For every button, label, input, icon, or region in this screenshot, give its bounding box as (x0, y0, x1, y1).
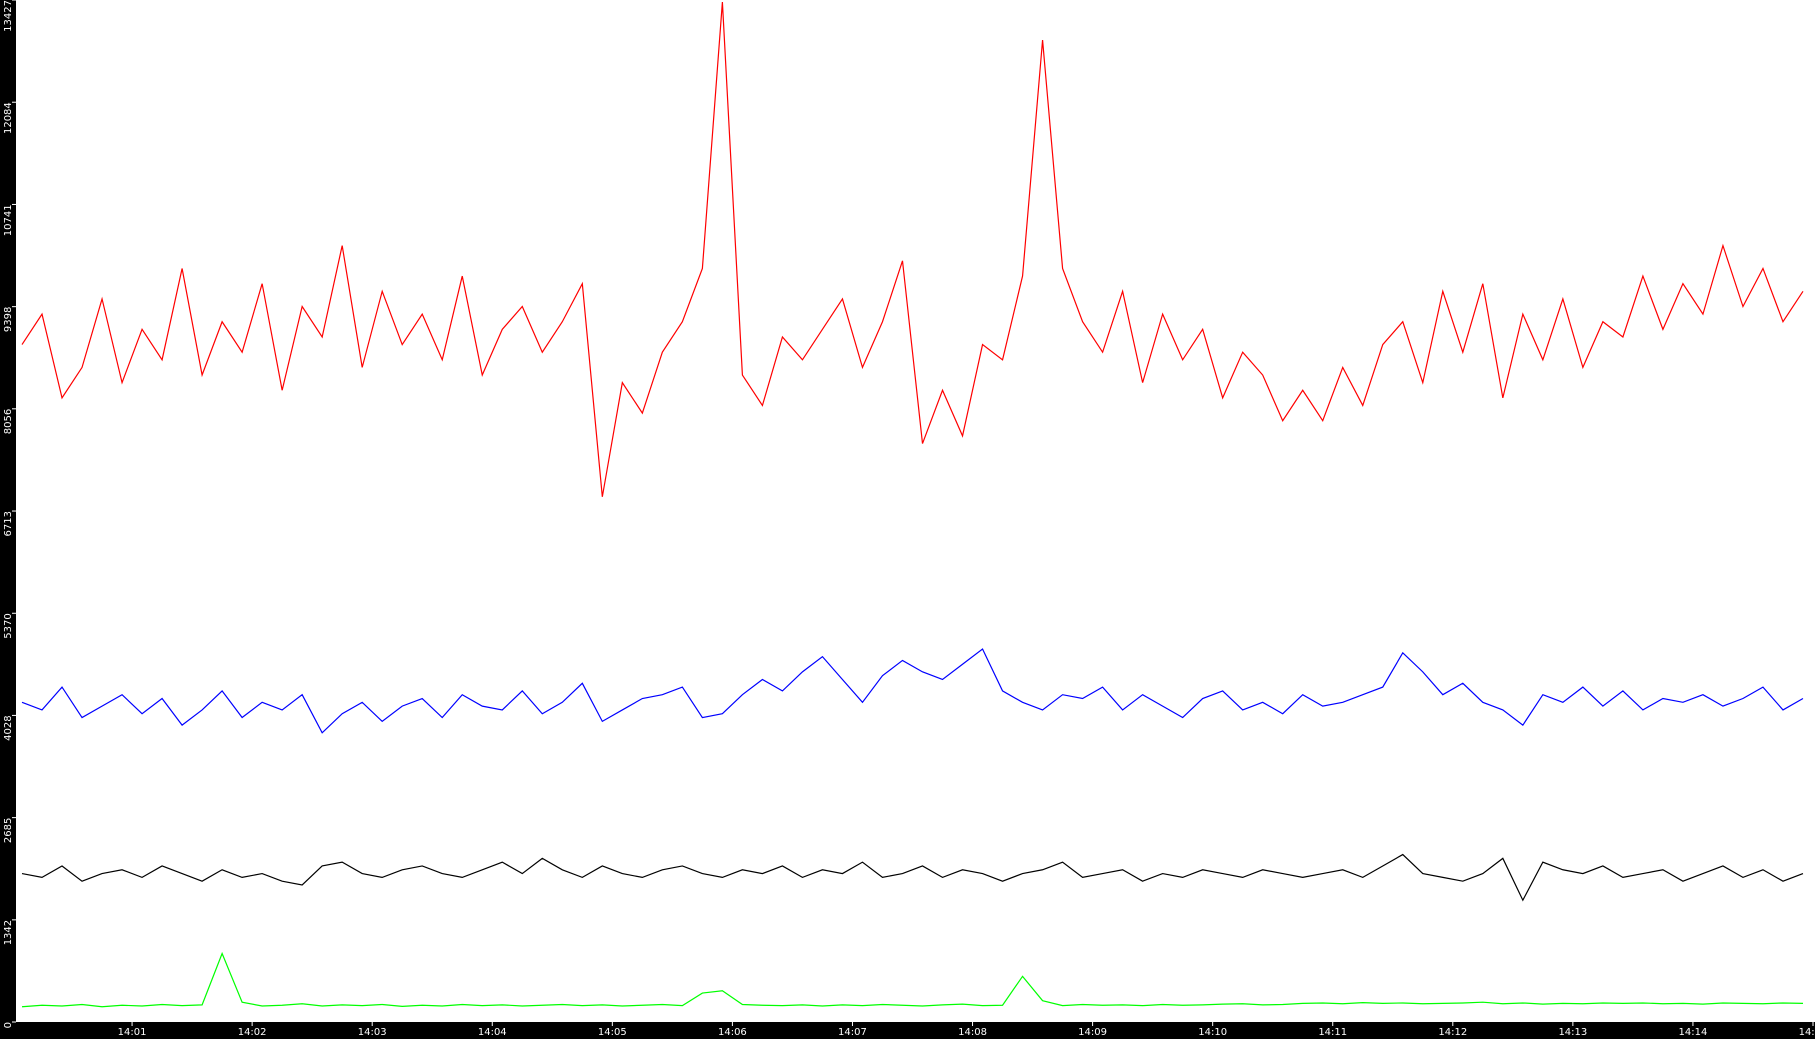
x-axis-strip (0, 1022, 1815, 1039)
y-tick-label: 10741 (3, 204, 14, 236)
y-tick-label: 0 (3, 1022, 14, 1028)
y-tick-label: 9398 (3, 307, 14, 332)
series-line (21, 951, 1804, 1008)
x-tick-label: 14:08 (958, 1027, 987, 1038)
x-tick-label: 14:14 (1679, 1027, 1708, 1038)
x-tick-label: 14:13 (1558, 1027, 1587, 1038)
y-tick-label: 5370 (3, 613, 14, 638)
x-tick-label: 14:10 (1198, 1027, 1227, 1038)
x-tick-label: 14:03 (358, 1027, 387, 1038)
y-axis-strip (0, 0, 16, 1039)
y-tick-label: 8056 (3, 409, 14, 434)
x-tick-label: 14:02 (238, 1027, 267, 1038)
x-tick-label: 14:11 (1318, 1027, 1347, 1038)
series-line (21, 2, 1804, 497)
x-tick-label: 14:15 (1799, 1027, 1815, 1038)
y-tick-label: 1342 (3, 920, 14, 945)
y-tick-label: 4028 (3, 715, 14, 740)
x-tick-label: 14:01 (118, 1027, 147, 1038)
series-line (21, 853, 1804, 902)
x-tick-label: 14:06 (718, 1027, 747, 1038)
y-tick-label: 13427 (3, 0, 14, 32)
series-line (21, 648, 1804, 734)
x-tick-label: 14:09 (1078, 1027, 1107, 1038)
x-tick-label: 14:07 (838, 1027, 867, 1038)
x-tick-label: 14:05 (598, 1027, 627, 1038)
y-tick-label: 12084 (3, 102, 14, 134)
x-tick-label: 14:04 (478, 1027, 507, 1038)
y-tick-label: 2685 (3, 818, 14, 843)
y-tick-label: 6713 (3, 511, 14, 536)
x-tick-label: 14:12 (1438, 1027, 1467, 1038)
